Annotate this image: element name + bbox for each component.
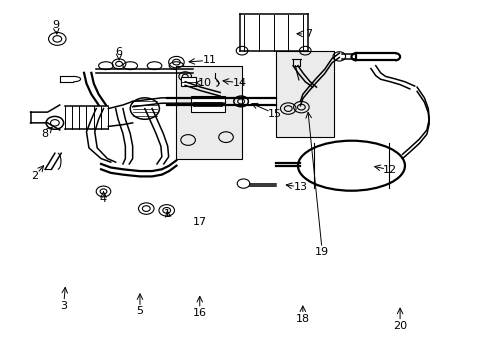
Text: 6: 6 (115, 47, 122, 57)
Text: 11: 11 (202, 55, 216, 65)
Text: 9: 9 (52, 19, 59, 30)
Text: 10: 10 (197, 78, 211, 88)
Text: 13: 13 (293, 182, 307, 192)
Bar (181, 77, 196, 86)
Ellipse shape (297, 141, 404, 191)
Bar (191, 96, 224, 112)
Bar (276, 51, 334, 137)
Text: 18: 18 (295, 314, 309, 324)
Text: 4: 4 (100, 194, 107, 203)
Text: 5: 5 (136, 306, 143, 316)
Text: 15: 15 (267, 109, 281, 118)
Text: 1: 1 (164, 209, 171, 219)
Text: 12: 12 (383, 165, 397, 175)
Text: 19: 19 (315, 247, 329, 257)
Bar (176, 66, 242, 158)
Text: 2: 2 (31, 171, 38, 181)
Text: 3: 3 (60, 301, 67, 311)
Text: 16: 16 (192, 308, 206, 318)
Text: 8: 8 (41, 129, 49, 139)
Text: 7: 7 (305, 29, 312, 39)
Text: 14: 14 (232, 78, 246, 88)
Text: 17: 17 (192, 217, 206, 227)
Text: 20: 20 (392, 321, 407, 331)
